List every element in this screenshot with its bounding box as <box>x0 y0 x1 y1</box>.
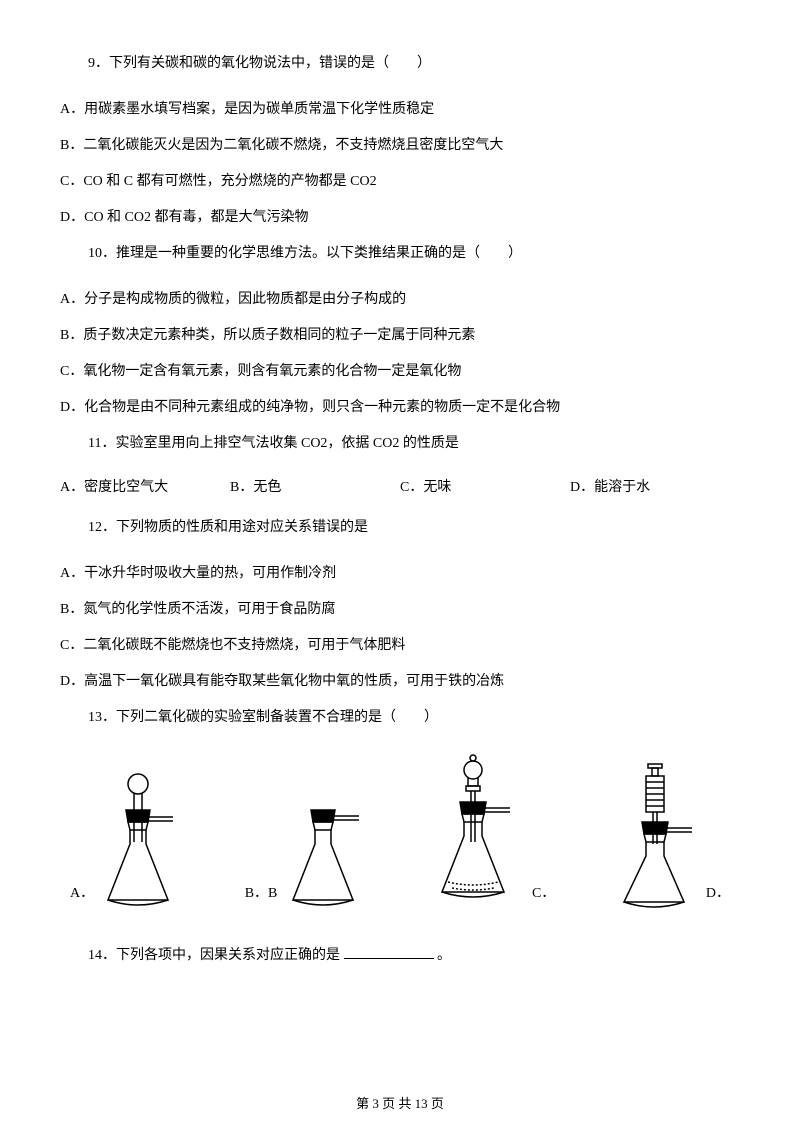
q13-label-c: C． <box>532 882 555 912</box>
q10-stem: 10．推理是一种重要的化学思维方法。以下类推结果正确的是（ ） <box>60 240 740 268</box>
q9-option-c: C．CO 和 C 都有可燃性，充分燃烧的产物都是 CO2 <box>60 168 740 196</box>
q11-option-b: B．无色 <box>230 476 400 496</box>
flask-d-icon <box>612 762 702 912</box>
q13-label-b: B．B <box>245 882 278 912</box>
q14-stem-before: 14．下列各项中，因果关系对应正确的是 <box>88 948 340 963</box>
q9-option-b: B．二氧化碳能灭火是因为二氧化碳不燃烧，不支持燃烧且密度比空气大 <box>60 132 740 160</box>
flask-b-icon <box>281 802 371 912</box>
q12-stem: 12．下列物质的性质和用途对应关系错误的是 <box>60 514 740 542</box>
q9-option-d: D．CO 和 CO2 都有毒，都是大气污染物 <box>60 204 740 232</box>
q10-option-c: C．氧化物一定含有氧元素，则含有氧元素的化合物一定是氧化物 <box>60 358 740 386</box>
q10-option-a: A．分子是构成物质的微粒，因此物质都是由分子构成的 <box>60 286 740 314</box>
page-footer: 第 3 页 共 13 页 <box>0 1093 800 1112</box>
q12-option-a: A．干冰升华时吸收大量的热，可用作制冷剂 <box>60 560 740 588</box>
blank-underline <box>344 945 434 959</box>
q9-stem: 9．下列有关碳和碳的氧化物说法中，错误的是（ ） <box>60 50 740 78</box>
apparatus-row: A． B．B <box>60 752 740 912</box>
flask-a-icon <box>98 772 188 912</box>
q10-option-d: D．化合物是由不同种元素组成的纯净物，则只含一种元素的物质一定不是化合物 <box>60 394 740 422</box>
q11-stem: 11．实验室里用向上排空气法收集 CO2，依据 CO2 的性质是 <box>60 430 740 458</box>
q11-option-c: C．无味 <box>400 476 570 496</box>
q13-label-a: A． <box>70 882 94 912</box>
q14-stem-after: 。 <box>437 948 451 963</box>
flask-c-icon <box>428 752 528 912</box>
q12-option-d: D．高温下一氧化碳具有能夺取某些氧化物中氧的性质，可用于铁的冶炼 <box>60 668 740 696</box>
q13-label-d: D． <box>706 882 730 912</box>
q9-option-a: A．用碳素墨水填写档案，是因为碳单质常温下化学性质稳定 <box>60 96 740 124</box>
q11-option-d: D．能溶于水 <box>570 476 740 496</box>
q14-stem: 14．下列各项中，因果关系对应正确的是 。 <box>60 942 740 970</box>
q12-option-b: B．氮气的化学性质不活泼，可用于食品防腐 <box>60 596 740 624</box>
q13-stem: 13．下列二氧化碳的实验室制备装置不合理的是（ ） <box>60 704 740 732</box>
q11-option-a: A．密度比空气大 <box>60 476 230 496</box>
q10-option-b: B．质子数决定元素种类，所以质子数相同的粒子一定属于同种元素 <box>60 322 740 350</box>
q12-option-c: C．二氧化碳既不能燃烧也不支持燃烧，可用于气体肥料 <box>60 632 740 660</box>
